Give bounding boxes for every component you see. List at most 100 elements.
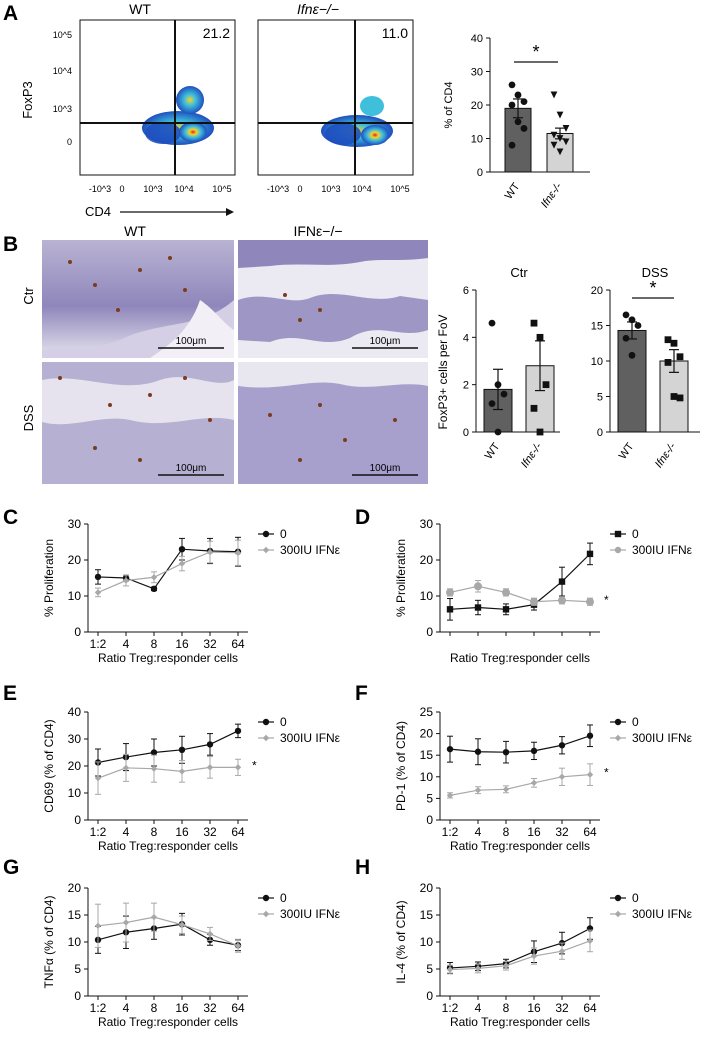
x-tick-label: 8	[151, 825, 158, 839]
series-line	[449, 940, 591, 971]
series-line	[97, 766, 238, 779]
histo-wt-ctr: 100μm	[42, 240, 234, 358]
data-point	[614, 546, 622, 554]
data-point	[234, 942, 242, 949]
line-chart-C: 0 10 20 30 1:2 4 8 16 32 64 % Proliferation Ratio T…	[42, 517, 341, 665]
x-tick-label: 1:2	[90, 825, 107, 839]
data-point	[558, 773, 566, 780]
y-axis-label: % Proliferation	[42, 539, 56, 617]
data-point	[502, 606, 510, 613]
x-tick-label: 64	[231, 1001, 245, 1015]
category-label: Ifnε-/-	[653, 441, 679, 471]
legend-label: 0	[632, 715, 639, 729]
y-tick-label: 30	[420, 517, 434, 531]
series-line	[449, 553, 591, 610]
y-tick-label: 0	[426, 989, 433, 1003]
category-label: WT	[503, 181, 523, 202]
data-point	[262, 718, 270, 726]
y-tick-label: 10	[68, 786, 82, 800]
bar	[617, 329, 647, 433]
data-point	[474, 604, 482, 611]
y-tick-label: 10	[471, 134, 483, 146]
x-tick-label: 64	[583, 825, 597, 839]
x-tick-label: 16	[527, 1001, 541, 1015]
panel-letter-c: C	[3, 506, 18, 529]
y-tick-label: 20	[591, 285, 603, 297]
x-axis-label: Ratio Treg:responder cells	[450, 1015, 590, 1029]
data-point	[488, 400, 496, 407]
y-tick-label: 25	[420, 705, 434, 719]
flow-xtick: -10^3	[89, 184, 111, 194]
data-point	[262, 734, 270, 742]
y-axis-label: TNFα (% of CD4)	[42, 896, 56, 989]
x-tick-label: 8	[503, 825, 510, 839]
x-tick-label: 32	[203, 825, 217, 839]
flow-plot-ko: Ifnε−/− 11.0 -10^3 0 10^3 10^4 10^5	[257, 1, 414, 194]
data-point	[150, 913, 158, 921]
data-point	[622, 334, 630, 342]
y-tick-label: 20	[68, 553, 82, 567]
x-tick-label: 16	[175, 637, 189, 651]
x-tick-label: 8	[151, 637, 158, 651]
category-label: Ifnε-/-	[519, 441, 545, 471]
bar-chart-A-bar: 0 10 20 30 40 % of CD4 WT Ifnε-/- *	[443, 33, 590, 210]
legend-label: 300IU IFNε	[280, 543, 341, 557]
y-tick-label: 0	[597, 427, 603, 439]
x-tick-label: 64	[231, 637, 245, 651]
y-tick-label: 0	[74, 989, 81, 1003]
data-point	[206, 930, 214, 938]
panel-letter-d: D	[355, 506, 370, 529]
line-chart-D: 0 10 20 30 % Proliferation Ratio Treg:respond…	[394, 517, 693, 665]
legend-label: 0	[280, 891, 287, 905]
x-tick-label: 16	[527, 825, 541, 839]
y-tick-label: 20	[420, 553, 434, 567]
flow-ylabel: FoxP3	[20, 81, 35, 119]
y-tick-label: 20	[420, 881, 434, 895]
data-point	[178, 746, 186, 753]
data-point	[234, 727, 242, 735]
data-point	[446, 792, 454, 799]
data-point	[178, 560, 186, 567]
data-point	[556, 111, 564, 119]
data-point	[502, 748, 510, 756]
histo-wt-dss: 100μm	[42, 362, 234, 484]
bar	[504, 107, 532, 173]
chart-title: DSS	[642, 265, 669, 280]
x-tick-label: 32	[555, 825, 569, 839]
panel-letter-b: B	[3, 233, 18, 256]
histo-row-ctr: Ctr	[21, 287, 36, 305]
data-point	[562, 138, 570, 146]
y-tick-label: 5	[426, 962, 433, 976]
series-line	[97, 551, 239, 593]
y-tick-label: 10	[591, 356, 603, 368]
data-point	[474, 965, 482, 972]
data-point	[206, 548, 214, 556]
data-point	[562, 125, 570, 132]
data-point	[446, 606, 454, 613]
flow-xtick: 10^5	[390, 184, 409, 194]
data-point	[670, 339, 678, 347]
data-point	[494, 381, 502, 389]
data-point	[488, 319, 496, 327]
data-point	[262, 894, 270, 902]
x-tick-label: 1:2	[442, 825, 459, 839]
x-tick-label: 1:2	[90, 1001, 107, 1015]
data-point	[550, 131, 558, 139]
y-tick-label: 20	[471, 100, 483, 112]
scale-bar-label: 100μm	[370, 336, 401, 347]
y-tick-label: 4	[463, 332, 469, 344]
significance-star: *	[649, 278, 656, 298]
panel-letter-h: H	[355, 856, 370, 879]
panel-letter-f: F	[355, 682, 368, 705]
data-point	[622, 311, 630, 319]
data-point	[234, 764, 242, 771]
y-tick-label: 40	[471, 33, 483, 45]
y-tick-label: 10	[420, 935, 434, 949]
series-line	[449, 735, 591, 753]
scale-bar-label: 100μm	[176, 336, 207, 347]
flow-xtick: 0	[297, 184, 302, 194]
x-tick-label: 64	[231, 825, 245, 839]
data-point	[474, 786, 482, 794]
y-tick-label: 20	[420, 727, 434, 741]
chart-title: Ctr	[510, 265, 528, 280]
